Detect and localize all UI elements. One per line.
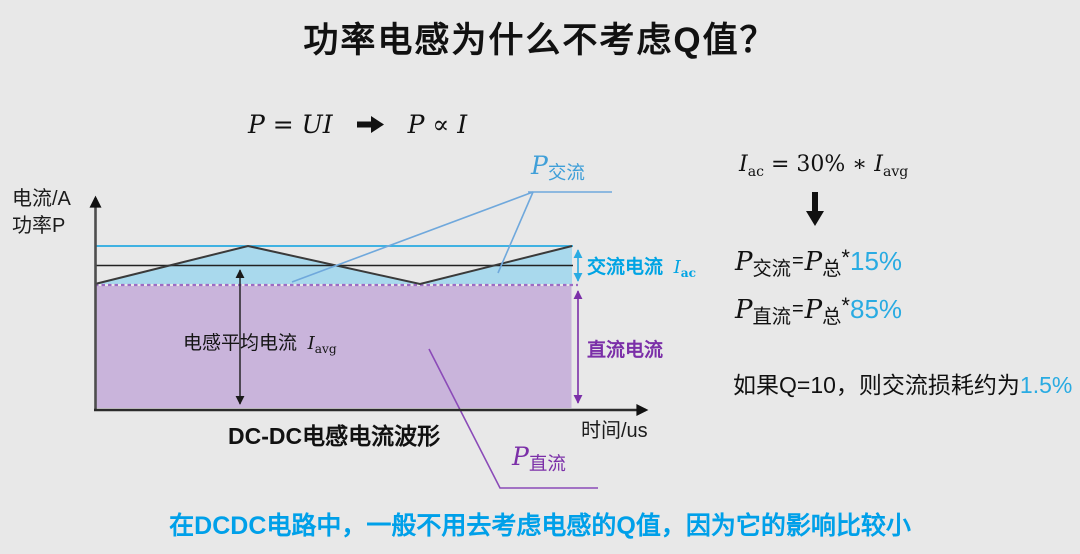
f1-sym1: I: [739, 152, 748, 177]
iavg-subscript: avg: [314, 342, 337, 357]
p-ac-label: P交流: [531, 151, 585, 184]
iac-formula: Iac = 30% ∗ Iavg: [739, 152, 909, 180]
p-dc-symbol: P: [512, 442, 529, 471]
average-current-text: 电感平均电流: [183, 333, 298, 354]
dc-current-label: 直流电流: [587, 340, 664, 361]
f3-eq: =: [791, 298, 804, 320]
f2-value: 15%: [849, 246, 903, 276]
x-axis-label: 时间/us: [581, 420, 648, 442]
q-value-conclusion: 如果Q=10，则交流损耗约为1.5%: [733, 366, 1072, 400]
y-axis-label-line1: 电流/A: [12, 188, 71, 210]
inductor-current-wave: [94, 244, 573, 286]
y-axis-label: 电流/A 功率P: [12, 186, 71, 240]
power-formula: P = UI P ∝ I: [248, 110, 467, 139]
average-current-label: 电感平均电流 Iavg: [183, 328, 337, 357]
f3-sub2: 总: [822, 307, 842, 329]
p-dc-formula: P直流=P总*85%: [735, 293, 903, 329]
f2-op: *: [841, 245, 850, 270]
f2-eq: =: [791, 250, 804, 272]
dc-region-fill: [95, 286, 572, 408]
f1-sub2: avg: [882, 163, 909, 180]
iac-subscript: ac: [680, 266, 696, 281]
ac-current-label: 交流电流 Iac: [587, 252, 696, 281]
page-title: 功率电感为什么不考虑Q值？: [303, 21, 777, 60]
p-dc-subscript: 直流: [528, 453, 566, 475]
f3-op: *: [841, 293, 850, 318]
p-ac-subscript: 交流: [547, 162, 585, 184]
f2-sym2: P: [804, 247, 823, 277]
f1-sub1: ac: [747, 163, 764, 180]
p-dc-callout: [428, 348, 598, 489]
formula-lhs: P = UI: [248, 110, 333, 139]
f3-sym1: P: [735, 295, 753, 325]
f3-sym2: P: [804, 295, 823, 325]
chart-caption: DC-DC电感电流波形: [228, 423, 441, 449]
f3-value: 85%: [849, 294, 903, 324]
f2-sub1: 交流: [752, 259, 791, 281]
p-ac-formula: P交流=P总*15%: [735, 245, 903, 281]
right-arrow-icon: [356, 116, 384, 133]
conclusion-text: 如果Q=10，则交流损耗约为: [733, 372, 1020, 398]
f2-sym1: P: [735, 247, 753, 277]
ac-current-text: 交流电流: [587, 257, 664, 278]
p-ac-callout: [291, 191, 612, 283]
p-ac-symbol: P: [531, 151, 548, 180]
f2-sub2: 总: [822, 259, 842, 281]
y-axis-label-line2: 功率P: [12, 215, 66, 237]
f1-sym2: I: [874, 152, 883, 177]
formula-rhs: P ∝ I: [407, 110, 468, 139]
conclusion-highlight: 1.5%: [1019, 372, 1073, 398]
footer-note: 在DCDC电路中，一般不用去考虑电感的Q值，因为它的影响比较小: [169, 512, 911, 540]
down-arrow-icon: [806, 192, 824, 231]
iavg-symbol: I: [307, 333, 315, 354]
p-dc-label: P直流: [512, 442, 566, 475]
f1-middle: = 30% ∗: [763, 152, 875, 177]
f3-sub1: 直流: [752, 307, 791, 329]
iac-symbol: I: [673, 257, 681, 278]
